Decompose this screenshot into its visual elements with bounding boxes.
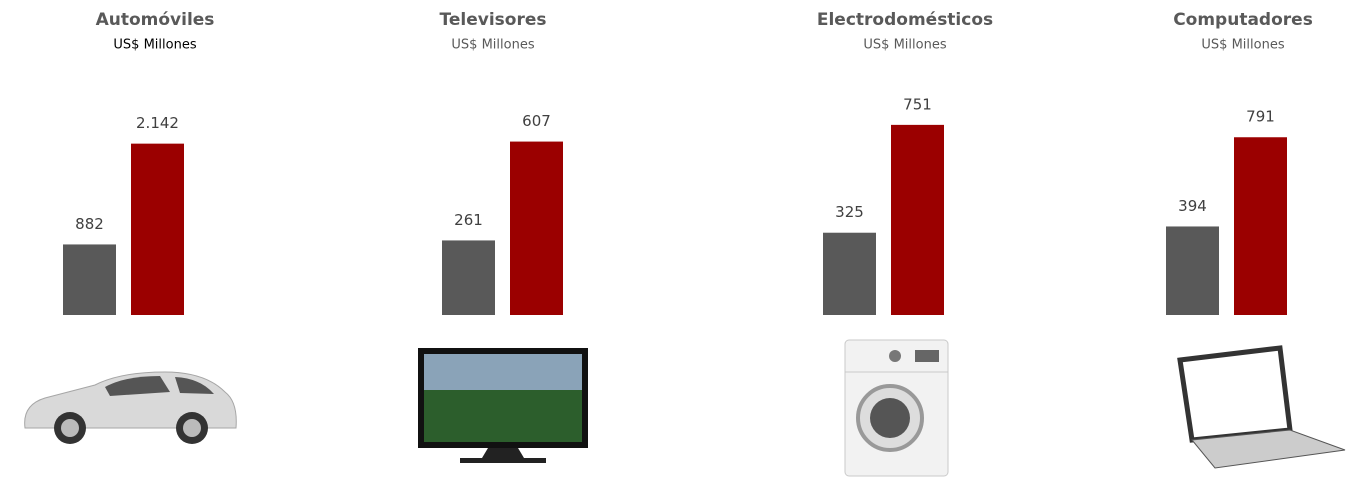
bar [823,232,876,315]
value-label: 882 [75,215,104,233]
bar [131,143,184,315]
bar [1166,226,1219,315]
chart-title: Electrodomésticos [817,10,993,30]
value-label: 607 [522,112,551,130]
bar [442,240,495,315]
chart-title: Televisores [440,10,547,30]
value-label: 2.142 [136,114,179,132]
chart-subtitle: US$ Millones [1201,38,1284,53]
washer-icon [844,339,949,477]
chart-title: Computadores [1173,10,1313,30]
value-label: 751 [903,95,932,113]
chart-subtitle: US$ Millones [451,38,534,53]
chart-title: Automóviles [96,10,215,30]
value-label: 261 [454,211,483,229]
value-label: 325 [835,203,864,221]
bar [63,244,116,315]
value-label: 791 [1246,108,1275,126]
chart-subtitle: US$ Millones [113,38,196,53]
bar [510,141,563,315]
car-icon [10,362,248,456]
value-label: 394 [1178,197,1207,215]
chart-subtitle: US$ Millones [863,38,946,53]
laptop-icon [1177,345,1346,469]
tv-icon [418,348,588,463]
bar [891,124,944,316]
bar [1234,137,1287,315]
